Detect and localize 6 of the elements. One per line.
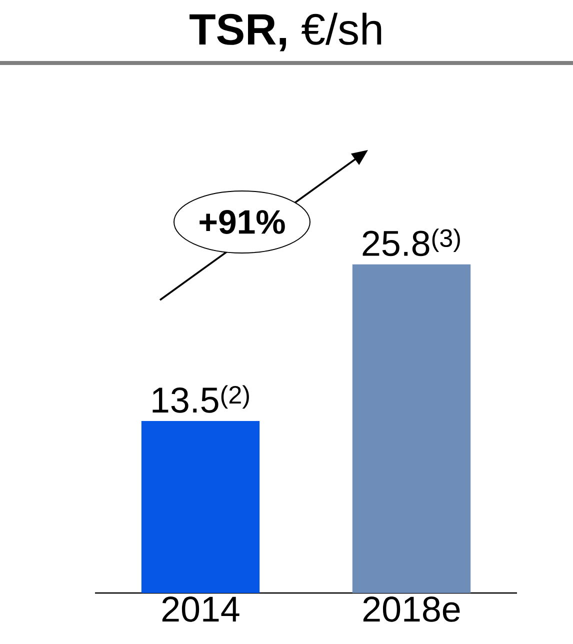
x-tick-label: 2014	[162, 596, 240, 622]
x-tick-label: 2018e	[363, 596, 460, 622]
text: +91%	[200, 210, 285, 234]
chart-title: TSR, €/sh	[190, 12, 382, 52]
data-label: 25.8$^{(3)}$	[362, 228, 460, 256]
data-label: 13.5$^{(2)}$	[152, 385, 249, 413]
